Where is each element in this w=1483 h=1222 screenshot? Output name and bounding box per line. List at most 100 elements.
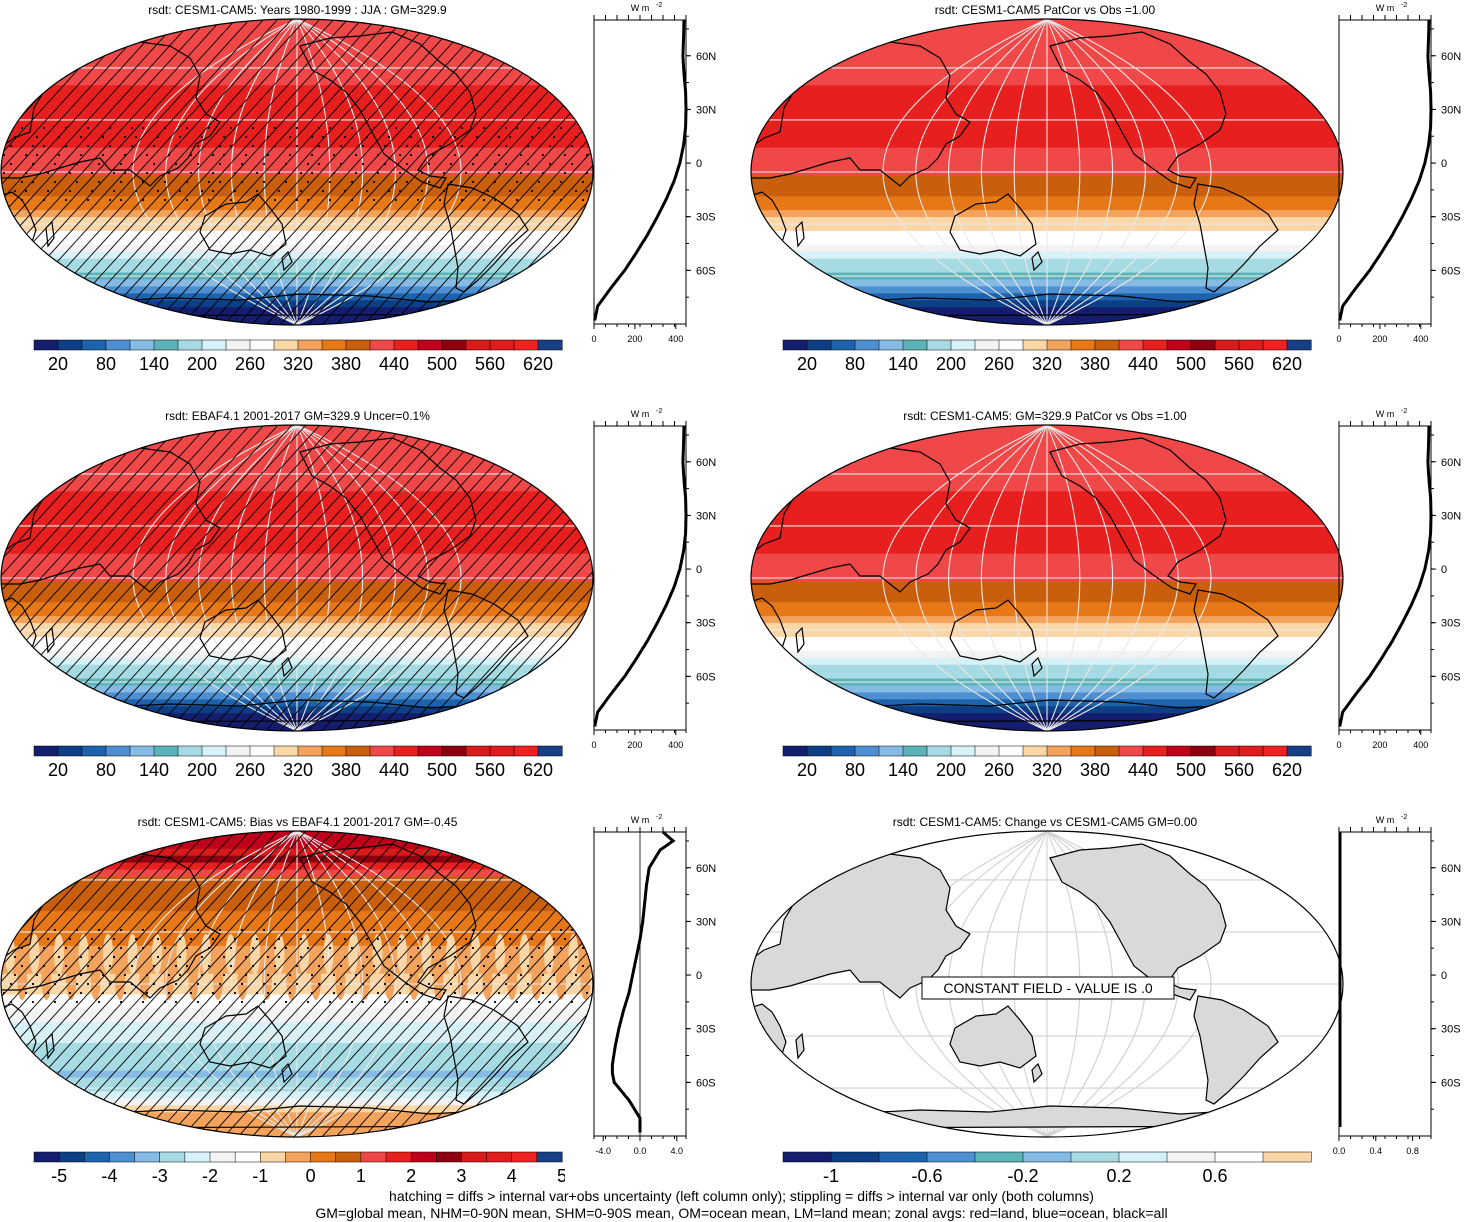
stipple-dot — [409, 135, 413, 139]
lat-label: 60S — [1441, 1077, 1461, 1089]
stipple-dot — [130, 162, 134, 166]
stipple-dot — [563, 937, 567, 941]
stipple-dot — [453, 135, 457, 139]
stipple-dot — [288, 135, 292, 139]
stipple-dot — [141, 180, 145, 184]
stipple-dot — [130, 964, 134, 968]
profile-frame — [1338, 19, 1432, 325]
longitude-gridline — [948, 19, 1048, 325]
stipple-dot — [416, 964, 420, 968]
x-tick-label: -4.0 — [595, 1146, 611, 1156]
colorbar-tick-label: 620 — [523, 354, 553, 374]
stipple-dot — [1, 964, 2, 968]
stipple-dot — [306, 928, 310, 932]
stipple-dot — [75, 982, 79, 986]
x-tick-label: 200 — [627, 334, 642, 344]
continent-namerica — [1049, 437, 1227, 595]
hatching-line — [211, 425, 513, 731]
stipple-dot — [141, 946, 145, 950]
hatching-line — [197, 19, 499, 325]
stipple-dot — [24, 189, 28, 193]
stipple-dot — [9, 162, 13, 166]
stipple-dot — [310, 171, 314, 175]
stipple-dot — [46, 991, 50, 995]
stipple-dot — [277, 937, 281, 941]
panel-title: rsdt: CESM1-CAM5: Bias vs EBAF4.1 2001-2… — [137, 815, 458, 829]
stipple-dot — [211, 189, 215, 193]
lat-label: 0 — [696, 158, 702, 170]
hatching-line — [169, 19, 471, 325]
stipple-dot — [449, 162, 453, 166]
stipple-dot — [372, 180, 376, 184]
stipple-dot — [42, 946, 46, 950]
stipple-dot — [79, 153, 83, 157]
continent-madagascar — [795, 1032, 805, 1060]
stipple-dot — [394, 198, 398, 202]
stipple-dot — [438, 198, 442, 202]
stipple-dot — [299, 189, 303, 193]
stipple-dot — [2, 937, 6, 941]
colorbar-swatch — [974, 339, 1000, 351]
stipple-dot — [431, 955, 435, 959]
stipple-dot — [508, 937, 512, 941]
hatching-line — [1, 425, 163, 731]
colorbar-swatch — [1166, 745, 1192, 757]
stipple-dot — [119, 198, 123, 202]
stipple-dot — [504, 126, 508, 130]
stipple-dot — [339, 964, 343, 968]
bias-blotch — [470, 934, 481, 974]
stipple-dot — [394, 180, 398, 184]
hatching-line — [435, 425, 593, 731]
lat-label: 30N — [696, 510, 716, 522]
stipple-dot — [288, 991, 292, 995]
stipple-dot — [167, 973, 171, 977]
lat-label: 30S — [696, 212, 716, 224]
stipple-dot — [13, 973, 17, 977]
colorbar-swatch — [1022, 339, 1048, 351]
colorbar-swatch — [385, 1151, 412, 1163]
colorbar-swatch — [1118, 1151, 1168, 1163]
stipple-dot — [581, 964, 585, 968]
stipple-dot — [218, 180, 222, 184]
stipple-dot — [515, 198, 519, 202]
stipple-dot — [141, 1000, 145, 1004]
stipple-dot — [284, 946, 288, 950]
stipple-dot — [350, 126, 354, 130]
colorbar-swatch — [260, 1151, 286, 1163]
stipple-dot — [460, 126, 464, 130]
stipple-dot — [387, 973, 391, 977]
hatching-line — [155, 831, 457, 1137]
footer-note-abbreviations: GM=global mean, NHM=0-90N mean, SHM=0-90… — [315, 1205, 1168, 1221]
colorbar-tick-label: 320 — [1032, 760, 1062, 780]
stipple-dot — [310, 973, 314, 977]
colorbar-swatch — [153, 745, 179, 757]
stipple-dot — [427, 1000, 431, 1004]
zonal-mean-line — [593, 19, 688, 321]
colorbar-swatch — [234, 1151, 261, 1163]
stipple-dot — [354, 171, 358, 175]
colorbar-swatch — [57, 745, 83, 757]
stipple-dot — [321, 135, 325, 139]
stipple-dot — [427, 928, 431, 932]
bias-blotch — [482, 960, 493, 1000]
hatching-line — [239, 425, 541, 731]
stipple-dot — [152, 982, 156, 986]
stipple-dot — [273, 964, 277, 968]
profile-units-superscript: -2 — [656, 408, 662, 415]
stipple-dot — [123, 991, 127, 995]
longitude-gridline — [1046, 425, 1179, 731]
stipple-dot — [244, 973, 248, 977]
longitude-gridline — [1046, 425, 1114, 731]
stipple-dot — [75, 928, 79, 932]
bias-blotch — [54, 934, 64, 974]
stipple-dot — [383, 162, 387, 166]
x-tick-label: 400 — [668, 740, 683, 750]
hatching-line — [141, 19, 443, 325]
stipple-dot — [343, 189, 347, 193]
stipple-dot — [68, 189, 72, 193]
stipple-dot — [163, 126, 167, 130]
stipple-dot — [460, 964, 464, 968]
bias-blotch — [29, 934, 40, 974]
stipple-dot — [35, 955, 39, 959]
stipple-dot — [134, 937, 138, 941]
